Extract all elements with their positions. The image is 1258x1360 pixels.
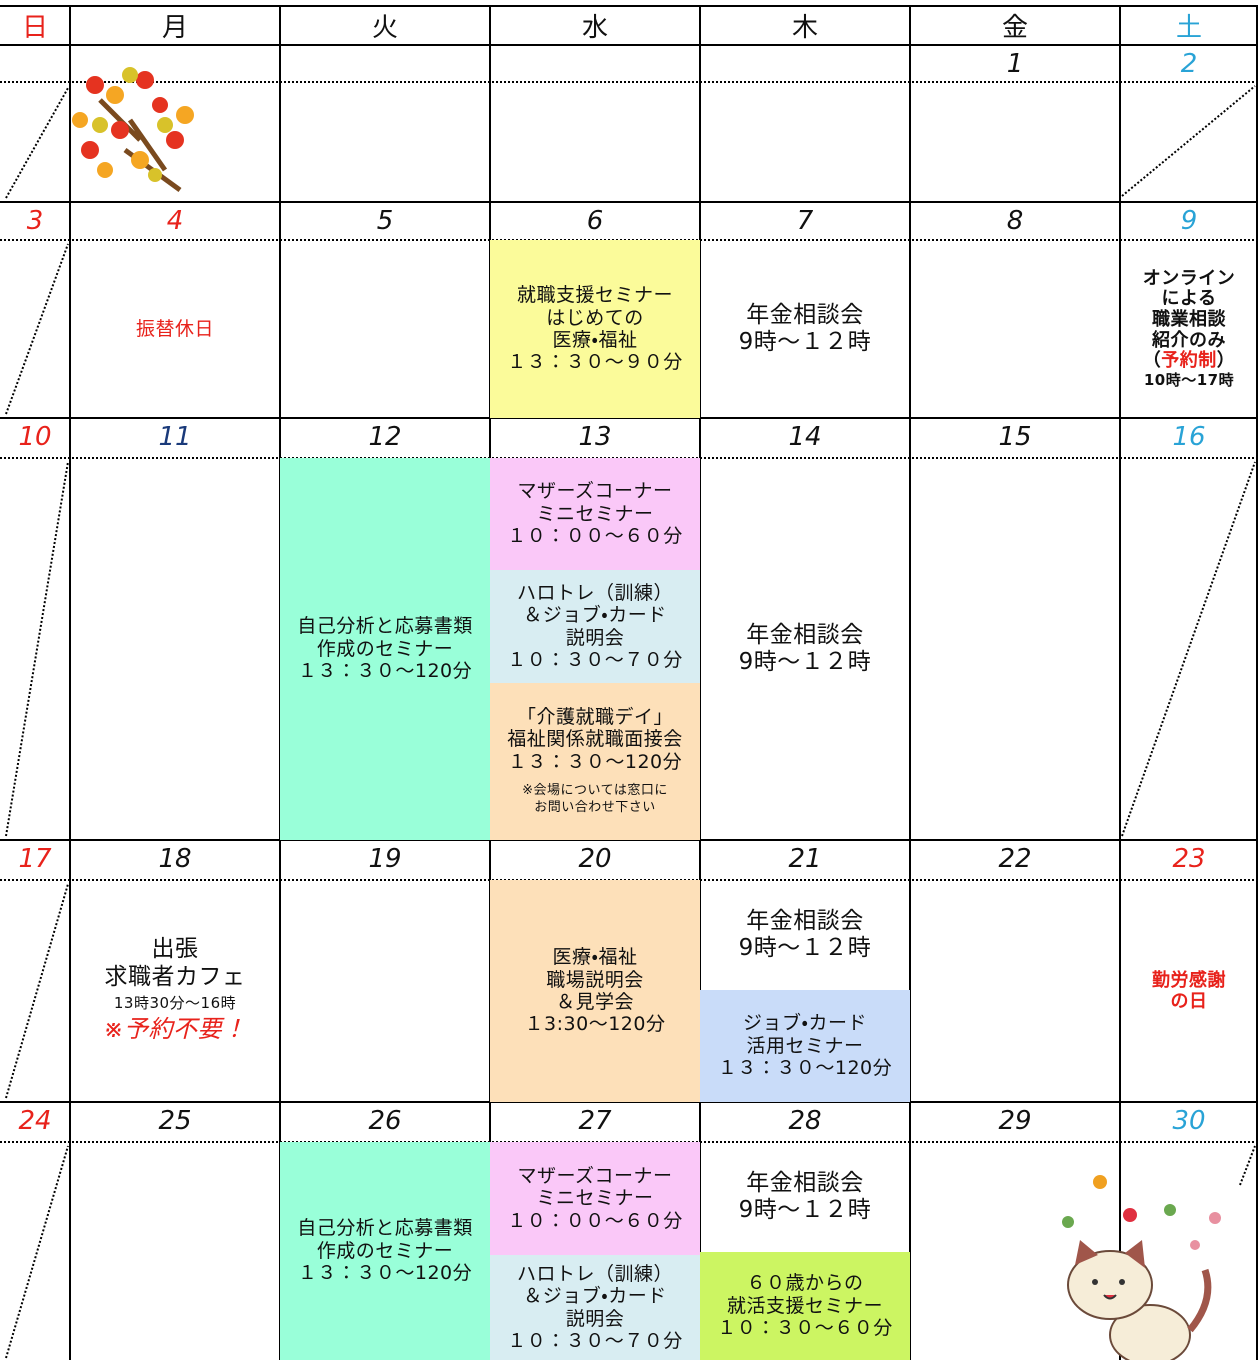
cat-illustration [1062,1175,1221,1360]
event-reservation-part: 予約制 [1161,350,1217,372]
date-number: 15 [998,422,1032,452]
event-text: 年金相談会 9時～１２時 [738,1169,872,1223]
event-text: 振替休日 [135,317,214,340]
event-text: ジョブ・カード 活用セミナー １３：３０～120分 [717,1012,893,1080]
date-number: 27 [578,1106,612,1136]
date-number: 11 [158,422,192,452]
event: 出張 求職者カフェ 13時30分～16時 ※予約不要！ [70,880,280,1102]
event-text: オンライン による 職業相談 紹介のみ [1142,267,1236,351]
event: 自己分析と応募書類 作成のセミナー １３：３０～120分 [280,458,490,840]
event-reservation: （予約制） [1143,351,1236,372]
event-text: 医療・福祉 職場説明会 ＆見学会 １3:30～120分 [524,946,666,1036]
event-text: 年金相談会 9時～１２時 [738,621,872,675]
date-number: 19 [368,844,402,874]
weekday: 月 [161,12,188,43]
event-text: 年金相談会 9時～１２時 [738,301,872,355]
date-number: 1 [1006,49,1024,79]
event-text: 勤労感謝 の日 [1152,969,1226,1012]
date-number: 3 [26,206,44,236]
event: ジョブ・カード 活用セミナー １３：３０～120分 [700,990,910,1102]
event-text: 出張 求職者カフェ [104,936,246,990]
date-number: 29 [998,1106,1032,1136]
date-number: 17 [18,844,52,874]
date-number: 25 [158,1106,192,1136]
event: ハロトレ（訓練） ＆ジョブ・カード 説明会 １０：３０～７０分 [490,570,700,683]
event-note: ※予約不要！ [103,1015,247,1044]
event: 自己分析と応募書類 作成のセミナー １３：３０～120分 [280,1142,490,1360]
date-number: 13 [578,422,612,452]
weekday: 土 [1175,12,1202,43]
event: 「介護就職デイ」 福祉関係就職面接会 １３：３０～120分 ※会場については窓口に… [490,683,700,840]
event: ハロトレ（訓練） ＆ジョブ・カード 説明会 １０：３０～７０分 [490,1255,700,1360]
maple-tree [72,67,194,193]
event-text: マザーズコーナー ミニセミナー １０：００～６０分 [507,480,683,548]
event: 医療・福祉 職場説明会 ＆見学会 １3:30～120分 [490,880,700,1102]
date-number: 2 [1180,49,1198,79]
event-text: 年金相談会 9時～１２時 [738,907,872,961]
date-number: 4 [166,206,184,236]
weekday: 日 [21,12,48,43]
event-text: 「介護就職デイ」 福祉関係就職面接会 １３：３０～120分 [507,706,683,773]
date-number: 22 [998,844,1032,874]
event: オンライン による 職業相談 紹介のみ （予約制） 10時～17時 [1120,240,1258,418]
event-text: ハロトレ（訓練） ＆ジョブ・カード 説明会 １０：３０～７０分 [507,581,683,671]
event-text: 自己分析と応募書類 作成のセミナー １３：３０～120分 [297,1217,473,1285]
event-text: 就職支援セミナー はじめての 医療・福祉 １３：３０～９０分 [507,284,683,374]
event: 勤労感謝 の日 [1120,880,1258,1102]
date-number: 23 [1172,844,1206,874]
date-number: 9 [1180,206,1198,236]
date-number: 8 [1006,206,1024,236]
event-text: マザーズコーナー ミニセミナー １０：００～６０分 [507,1164,683,1232]
event-time: 13時30分～16時 [113,993,237,1012]
event-hours: 10時～17時 [1143,371,1235,390]
event: 年金相談会 9時～１２時 [700,880,910,990]
event: マザーズコーナー ミニセミナー １０：００～６０分 [490,1142,700,1255]
date-number: 26 [368,1106,402,1136]
date-number: 21 [788,844,822,874]
event-note: ※会場については窓口に お問い合わせ下さい [522,783,668,816]
event: 年金相談会 9時～１２時 [700,1142,910,1252]
date-number: 7 [796,206,814,236]
date-number: 28 [788,1106,822,1136]
date-number: 16 [1172,422,1206,452]
date-number: 24 [18,1106,52,1136]
weekday: 火 [371,12,398,43]
event-reservation-part: ） [1216,350,1236,372]
event: マザーズコーナー ミニセミナー １０：００～６０分 [490,458,700,570]
event: 年金相談会 9時～１２時 [700,458,910,840]
event: ６０歳からの 就活支援セミナー １０：３０～６０分 [700,1252,910,1360]
event-text: ハロトレ（訓練） ＆ジョブ・カード 説明会 １０：３０～７０分 [507,1262,683,1352]
date-number: 30 [1172,1106,1206,1136]
date-number: 12 [368,422,402,452]
weekday: 木 [791,12,818,43]
grid-lines [0,5,1258,1360]
event-text: 自己分析と応募書類 作成のセミナー １３：３０～120分 [297,615,473,683]
event-reservation-part: （ [1142,350,1162,372]
event-text: ６０歳からの 就活支援セミナー １０：３０～６０分 [717,1272,893,1340]
event: 年金相談会 9時～１２時 [700,240,910,418]
event: 振替休日 [70,240,280,418]
date-number: 14 [788,422,822,452]
date-number: 5 [376,206,394,236]
date-number: 18 [158,844,192,874]
date-number: 10 [18,422,52,452]
weekday: 金 [1001,12,1028,43]
date-number: 6 [586,206,604,236]
date-number: 20 [578,844,612,874]
event: 就職支援セミナー はじめての 医療・福祉 １３：３０～９０分 [490,240,700,418]
weekday: 水 [581,12,608,43]
